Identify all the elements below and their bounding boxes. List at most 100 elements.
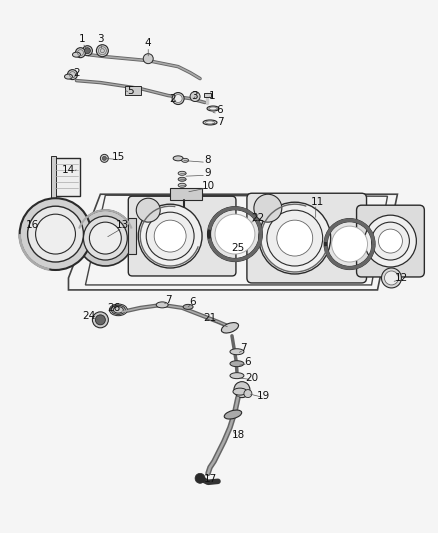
Text: 9: 9: [205, 168, 212, 179]
Circle shape: [172, 93, 184, 104]
Circle shape: [138, 204, 202, 268]
Ellipse shape: [64, 74, 72, 79]
Ellipse shape: [209, 107, 217, 110]
Text: 14: 14: [62, 165, 75, 175]
Text: 19: 19: [257, 391, 271, 401]
Circle shape: [28, 206, 83, 262]
Circle shape: [215, 214, 255, 254]
Circle shape: [254, 194, 282, 222]
Circle shape: [82, 46, 92, 55]
Text: 8: 8: [205, 155, 212, 165]
Circle shape: [154, 220, 186, 252]
Circle shape: [277, 220, 313, 256]
Text: 20: 20: [245, 373, 258, 383]
FancyBboxPatch shape: [247, 193, 367, 283]
Circle shape: [234, 382, 250, 398]
Circle shape: [180, 209, 188, 217]
Text: 1: 1: [79, 34, 86, 44]
Bar: [128, 218, 136, 254]
Text: 26: 26: [108, 303, 121, 313]
Text: 10: 10: [201, 181, 215, 191]
Circle shape: [378, 229, 403, 253]
Text: 7: 7: [217, 117, 223, 127]
Circle shape: [146, 212, 194, 260]
Text: 21: 21: [203, 313, 217, 323]
Ellipse shape: [182, 158, 189, 163]
Circle shape: [259, 202, 331, 274]
Text: 4: 4: [145, 38, 152, 48]
Circle shape: [92, 312, 108, 328]
Circle shape: [75, 47, 85, 58]
Bar: [381, 273, 401, 283]
Ellipse shape: [178, 183, 186, 187]
Circle shape: [136, 198, 160, 222]
Text: 6: 6: [244, 357, 251, 367]
Circle shape: [190, 92, 200, 101]
Ellipse shape: [207, 106, 219, 111]
Bar: [125, 86, 141, 94]
Circle shape: [371, 222, 410, 260]
Text: 24: 24: [82, 311, 95, 321]
Circle shape: [174, 94, 182, 102]
Ellipse shape: [203, 120, 217, 125]
Circle shape: [244, 390, 252, 398]
Bar: [204, 93, 211, 96]
Text: 17: 17: [203, 474, 217, 484]
Ellipse shape: [230, 361, 244, 367]
Text: 1: 1: [209, 91, 215, 101]
Ellipse shape: [230, 373, 244, 378]
Text: 15: 15: [112, 152, 125, 163]
Bar: [50, 156, 56, 198]
Text: 22: 22: [251, 213, 265, 223]
Circle shape: [20, 198, 92, 270]
Circle shape: [95, 315, 106, 325]
Text: 25: 25: [231, 243, 244, 253]
Circle shape: [195, 473, 205, 483]
Ellipse shape: [224, 410, 242, 419]
Ellipse shape: [205, 121, 215, 124]
Circle shape: [267, 210, 323, 266]
Circle shape: [143, 54, 153, 63]
Text: 7: 7: [165, 295, 171, 305]
Ellipse shape: [230, 349, 244, 355]
Circle shape: [332, 226, 367, 262]
Text: 12: 12: [395, 273, 408, 283]
Ellipse shape: [156, 302, 168, 308]
Circle shape: [83, 216, 127, 260]
Circle shape: [100, 155, 108, 163]
Circle shape: [381, 268, 401, 288]
Ellipse shape: [110, 304, 127, 316]
Text: 6: 6: [217, 106, 223, 116]
Ellipse shape: [173, 156, 183, 161]
Text: 2: 2: [73, 68, 80, 78]
Circle shape: [89, 222, 121, 254]
Circle shape: [102, 156, 106, 160]
Bar: [53, 158, 81, 196]
Ellipse shape: [233, 388, 247, 395]
Ellipse shape: [183, 304, 193, 309]
Text: 13: 13: [116, 220, 129, 230]
Text: 5: 5: [127, 86, 134, 95]
Text: 11: 11: [311, 197, 324, 207]
Text: 7: 7: [240, 343, 247, 353]
Circle shape: [385, 271, 399, 285]
Text: 3: 3: [97, 34, 104, 44]
Text: 18: 18: [231, 431, 244, 440]
Bar: [170, 188, 202, 200]
Circle shape: [67, 70, 78, 79]
Circle shape: [364, 215, 417, 267]
Text: 16: 16: [26, 220, 39, 230]
Ellipse shape: [178, 177, 186, 181]
Text: 2: 2: [169, 93, 176, 103]
Circle shape: [78, 210, 133, 266]
FancyBboxPatch shape: [357, 205, 424, 277]
Ellipse shape: [72, 52, 81, 57]
Text: 6: 6: [189, 297, 195, 307]
Ellipse shape: [178, 171, 186, 175]
Ellipse shape: [221, 322, 239, 333]
Circle shape: [35, 214, 75, 254]
Circle shape: [85, 47, 90, 54]
Text: 3: 3: [191, 91, 198, 101]
Circle shape: [96, 45, 108, 56]
FancyBboxPatch shape: [128, 196, 236, 276]
